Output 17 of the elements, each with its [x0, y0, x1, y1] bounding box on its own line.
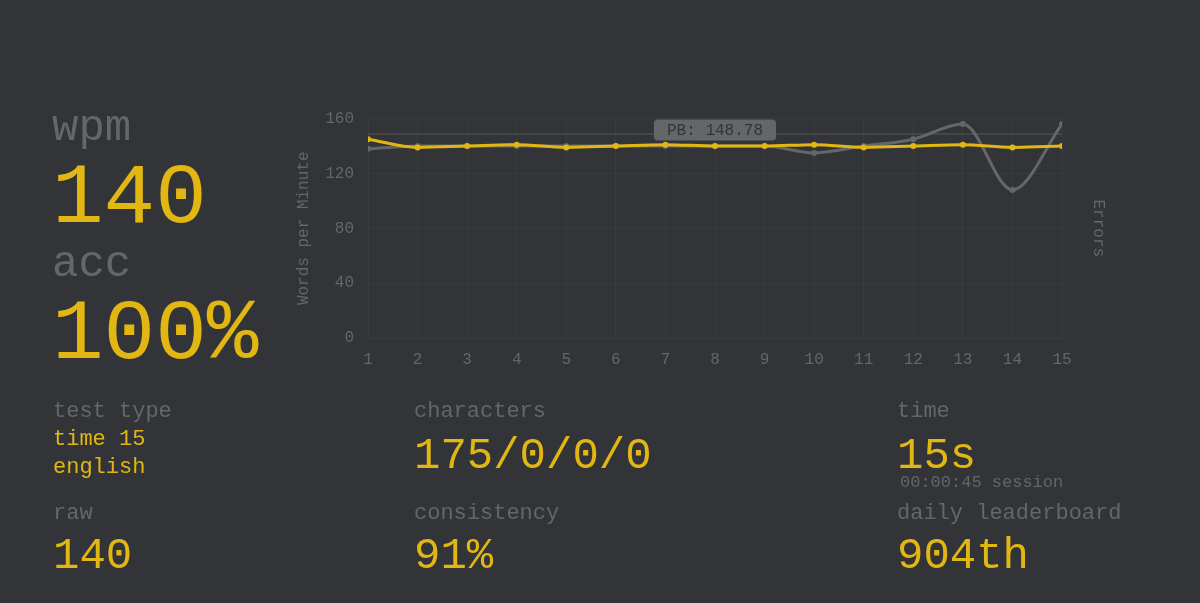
- point: [910, 143, 917, 150]
- point: [1009, 144, 1016, 151]
- point: [910, 136, 917, 143]
- line-series: [368, 136, 1062, 151]
- point: [959, 141, 966, 148]
- point: [959, 121, 966, 128]
- text: time 15: [53, 426, 147, 454]
- text: 100%: [52, 286, 259, 384]
- text: 140: [52, 150, 207, 248]
- text: 175/0/0/0: [414, 431, 652, 481]
- text: english: [53, 454, 147, 482]
- text: 904th: [897, 531, 1031, 581]
- point: [1009, 186, 1016, 193]
- text: 140: [53, 531, 133, 581]
- text: 91%: [414, 531, 495, 581]
- point: [811, 149, 818, 156]
- point: [811, 141, 818, 148]
